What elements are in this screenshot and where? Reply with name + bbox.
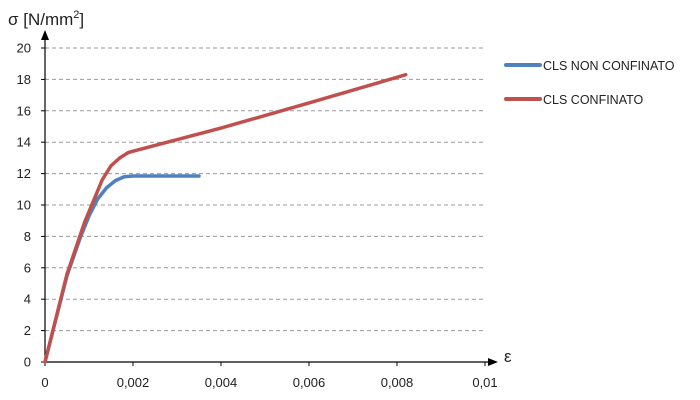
y-tick-label-0: 0 <box>24 355 31 370</box>
y-axis-title-base: σ [N/mm <box>8 10 73 29</box>
y-axis-title-end: ] <box>79 10 84 29</box>
legend: CLS NON CONFINATO CLS CONFINATO <box>504 59 675 107</box>
y-tick-label-5: 10 <box>17 198 31 213</box>
y-tick-label-1: 2 <box>24 323 31 338</box>
grid <box>45 47 485 332</box>
y-axis-title: σ [N/mm2] <box>8 9 84 29</box>
y-tick-label-9: 18 <box>17 72 31 87</box>
y-axis-arrow <box>41 30 49 40</box>
y-tick-label-10: 20 <box>17 41 31 56</box>
y-tick-label-4: 8 <box>24 229 31 244</box>
x-tick-label-5: 0,01 <box>472 375 497 390</box>
tick-labels: 0 2 4 6 8 10 12 14 16 18 20 0 0,002 0,004 0,006 0,008 0,… <box>17 41 498 391</box>
axes <box>41 30 498 366</box>
x-axis-arrow <box>488 358 498 366</box>
y-tick-label-8: 16 <box>17 103 31 118</box>
y-tick-label-7: 14 <box>17 135 31 150</box>
y-axis-title-sup: 2 <box>73 9 79 21</box>
x-axis-title: ε <box>504 347 512 366</box>
legend-label-confinato: CLS CONFINATO <box>543 93 644 107</box>
x-tick-label-2: 0,004 <box>205 375 238 390</box>
x-tick-label-3: 0,006 <box>293 375 326 390</box>
series-line-confinato <box>43 72 408 364</box>
x-tick-label-1: 0,002 <box>117 375 150 390</box>
y-tick-label-3: 6 <box>24 260 31 275</box>
y-tick-label-2: 4 <box>24 292 31 307</box>
series-lines <box>43 72 408 364</box>
x-tick-label-0: 0 <box>41 375 48 390</box>
y-tick-label-6: 12 <box>17 166 31 181</box>
legend-label-non-confinato: CLS NON CONFINATO <box>543 59 675 73</box>
x-tick-label-4: 0,008 <box>381 375 414 390</box>
